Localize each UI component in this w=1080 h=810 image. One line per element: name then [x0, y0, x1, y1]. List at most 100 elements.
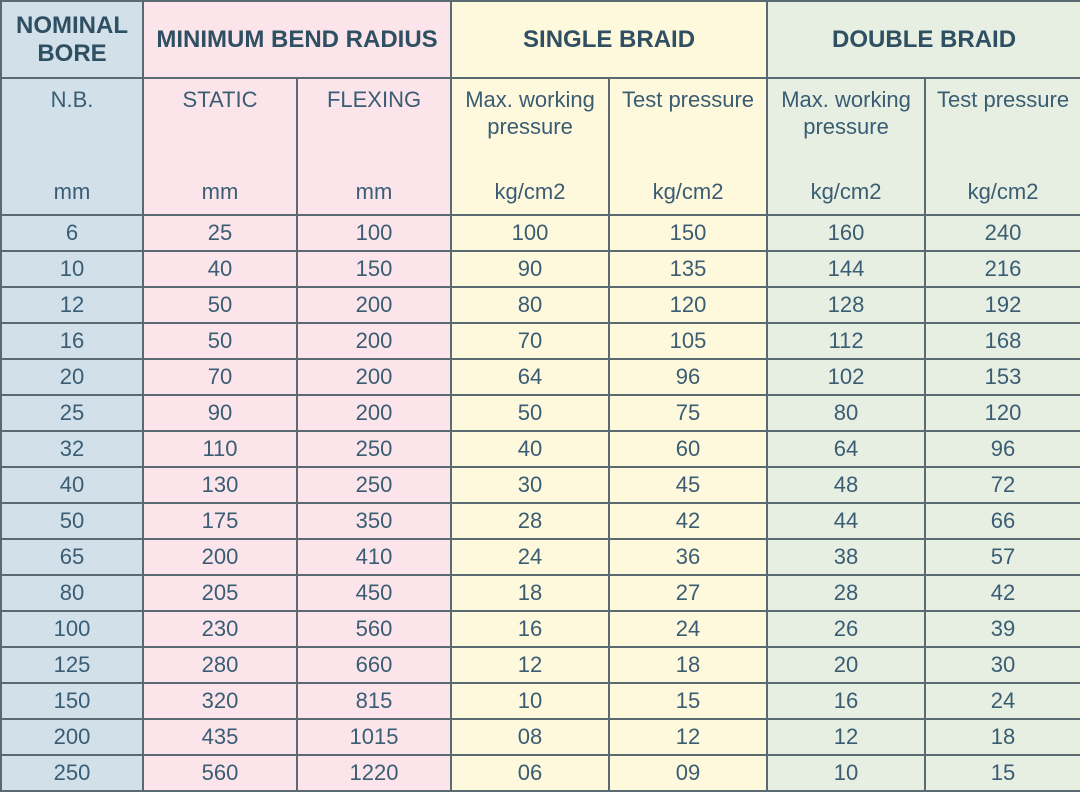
cell-double-mwp: 12	[767, 719, 925, 755]
subheader-nb-unit: mm	[6, 175, 138, 205]
cell-static: 320	[143, 683, 297, 719]
cell-double-test: 18	[925, 719, 1080, 755]
cell-single-mwp: 08	[451, 719, 609, 755]
cell-nb: 100	[1, 611, 143, 647]
table-row: 12528066012182030	[1, 647, 1080, 683]
cell-double-mwp: 160	[767, 215, 925, 251]
header-min-bend-radius: MINIMUM BEND RADIUS	[143, 1, 451, 78]
cell-nb: 50	[1, 503, 143, 539]
cell-nb: 40	[1, 467, 143, 503]
cell-nb: 65	[1, 539, 143, 575]
cell-single-mwp: 12	[451, 647, 609, 683]
cell-nb: 250	[1, 755, 143, 791]
cell-static: 25	[143, 215, 297, 251]
cell-double-test: 24	[925, 683, 1080, 719]
header-group-row: NOMINAL BORE MINIMUM BEND RADIUS SINGLE …	[1, 1, 1080, 78]
table-row: 104015090135144216	[1, 251, 1080, 287]
hose-spec-table: NOMINAL BORE MINIMUM BEND RADIUS SINGLE …	[0, 0, 1080, 792]
cell-single-test: 12	[609, 719, 767, 755]
subheader-double-mwp-label: Max. working pressure	[772, 87, 920, 175]
cell-single-mwp: 06	[451, 755, 609, 791]
cell-flexing: 150	[297, 251, 451, 287]
table-row: 165020070105112168	[1, 323, 1080, 359]
cell-single-mwp: 30	[451, 467, 609, 503]
cell-flexing: 200	[297, 359, 451, 395]
cell-double-test: 72	[925, 467, 1080, 503]
cell-double-test: 192	[925, 287, 1080, 323]
table-row: 625100100150160240	[1, 215, 1080, 251]
cell-single-test: 96	[609, 359, 767, 395]
table-row: 10023056016242639	[1, 611, 1080, 647]
cell-single-mwp: 24	[451, 539, 609, 575]
subheader-flexing-label: FLEXING	[302, 87, 446, 175]
cell-single-test: 27	[609, 575, 767, 611]
subheader-single-mwp-unit: kg/cm2	[456, 175, 604, 205]
cell-flexing: 560	[297, 611, 451, 647]
cell-single-test: 36	[609, 539, 767, 575]
subheader-flexing-unit: mm	[302, 175, 446, 205]
cell-single-mwp: 40	[451, 431, 609, 467]
cell-nb: 25	[1, 395, 143, 431]
cell-nb: 200	[1, 719, 143, 755]
cell-double-mwp: 26	[767, 611, 925, 647]
cell-flexing: 1015	[297, 719, 451, 755]
cell-flexing: 410	[297, 539, 451, 575]
cell-static: 50	[143, 323, 297, 359]
cell-flexing: 450	[297, 575, 451, 611]
cell-flexing: 200	[297, 323, 451, 359]
cell-double-test: 30	[925, 647, 1080, 683]
cell-static: 40	[143, 251, 297, 287]
cell-flexing: 1220	[297, 755, 451, 791]
cell-static: 50	[143, 287, 297, 323]
subheader-single-test-unit: kg/cm2	[614, 175, 762, 205]
table-body: 6251001001501602401040150901351442161250…	[1, 215, 1080, 791]
cell-flexing: 250	[297, 431, 451, 467]
cell-nb: 16	[1, 323, 143, 359]
cell-double-test: 96	[925, 431, 1080, 467]
cell-single-test: 60	[609, 431, 767, 467]
cell-static: 130	[143, 467, 297, 503]
header-nominal-bore: NOMINAL BORE	[1, 1, 143, 78]
cell-flexing: 815	[297, 683, 451, 719]
cell-flexing: 200	[297, 395, 451, 431]
cell-single-test: 105	[609, 323, 767, 359]
cell-flexing: 350	[297, 503, 451, 539]
cell-double-test: 66	[925, 503, 1080, 539]
cell-nb: 20	[1, 359, 143, 395]
cell-flexing: 660	[297, 647, 451, 683]
subheader-nb: N.B. mm	[1, 78, 143, 214]
table-row: 8020545018272842	[1, 575, 1080, 611]
cell-double-mwp: 102	[767, 359, 925, 395]
cell-double-mwp: 128	[767, 287, 925, 323]
cell-double-test: 57	[925, 539, 1080, 575]
cell-double-mwp: 10	[767, 755, 925, 791]
subheader-single-mwp-label: Max. working pressure	[456, 87, 604, 175]
cell-static: 280	[143, 647, 297, 683]
table-row: 125020080120128192	[1, 287, 1080, 323]
cell-flexing: 200	[297, 287, 451, 323]
cell-single-test: 120	[609, 287, 767, 323]
cell-single-mwp: 90	[451, 251, 609, 287]
cell-static: 200	[143, 539, 297, 575]
cell-nb: 12	[1, 287, 143, 323]
cell-single-mwp: 18	[451, 575, 609, 611]
cell-double-mwp: 48	[767, 467, 925, 503]
cell-static: 205	[143, 575, 297, 611]
subheader-double-mwp-unit: kg/cm2	[772, 175, 920, 205]
cell-single-mwp: 16	[451, 611, 609, 647]
table-row: 20702006496102153	[1, 359, 1080, 395]
cell-single-test: 45	[609, 467, 767, 503]
cell-double-test: 168	[925, 323, 1080, 359]
cell-static: 110	[143, 431, 297, 467]
cell-single-test: 15	[609, 683, 767, 719]
subheader-flexing: FLEXING mm	[297, 78, 451, 214]
subheader-single-test: Test pressure kg/cm2	[609, 78, 767, 214]
cell-single-test: 150	[609, 215, 767, 251]
table-row: 4013025030454872	[1, 467, 1080, 503]
cell-static: 560	[143, 755, 297, 791]
cell-static: 230	[143, 611, 297, 647]
table-row: 5017535028424466	[1, 503, 1080, 539]
cell-double-test: 240	[925, 215, 1080, 251]
cell-single-mwp: 100	[451, 215, 609, 251]
cell-double-mwp: 38	[767, 539, 925, 575]
